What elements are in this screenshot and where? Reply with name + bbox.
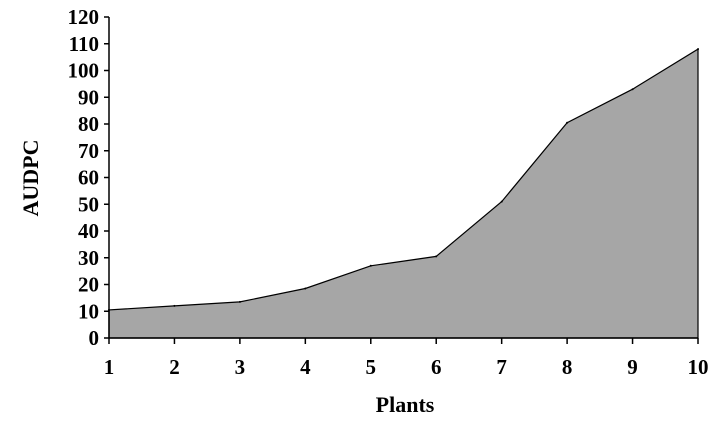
x-tick-label: 8 — [562, 355, 573, 379]
y-tick-label: 70 — [78, 139, 99, 163]
data-point — [369, 264, 372, 267]
y-tick-label: 90 — [78, 85, 99, 109]
x-tick-label: 10 — [688, 355, 709, 379]
plot-area — [108, 48, 699, 339]
x-tick-label: 3 — [235, 355, 246, 379]
x-tick-label: 1 — [104, 355, 115, 379]
data-point — [238, 300, 241, 303]
area-series — [108, 48, 699, 339]
y-tick-label: 60 — [78, 166, 99, 190]
data-point — [631, 88, 634, 91]
x-tick-label: 5 — [366, 355, 377, 379]
y-tick-label: 30 — [78, 246, 99, 270]
y-tick-label: 100 — [68, 59, 100, 83]
x-tick-label: 2 — [169, 355, 180, 379]
y-axis-title: AUDPC — [18, 140, 43, 217]
y-tick-label: 10 — [78, 299, 99, 323]
x-tick-label: 9 — [627, 355, 638, 379]
y-tick-label: 0 — [89, 326, 100, 350]
y-tick-label: 50 — [78, 192, 99, 216]
x-tick-label: 6 — [431, 355, 442, 379]
x-axis-title: Plants — [376, 392, 435, 417]
x-tick-label: 4 — [300, 355, 311, 379]
y-tick-label: 80 — [78, 112, 99, 136]
x-tick-label: 7 — [496, 355, 507, 379]
data-point — [697, 48, 699, 51]
y-tick-label: 110 — [69, 32, 99, 56]
data-point — [435, 255, 438, 258]
y-tick-label: 20 — [78, 273, 99, 297]
data-point — [500, 200, 503, 203]
data-point — [173, 304, 176, 307]
y-tick-label: 40 — [78, 219, 99, 243]
data-point — [566, 121, 569, 124]
data-point — [304, 287, 307, 290]
y-tick-label: 120 — [68, 5, 100, 29]
x-axis: 1 2 3 4 5 6 7 8 9 10 — [104, 337, 709, 379]
